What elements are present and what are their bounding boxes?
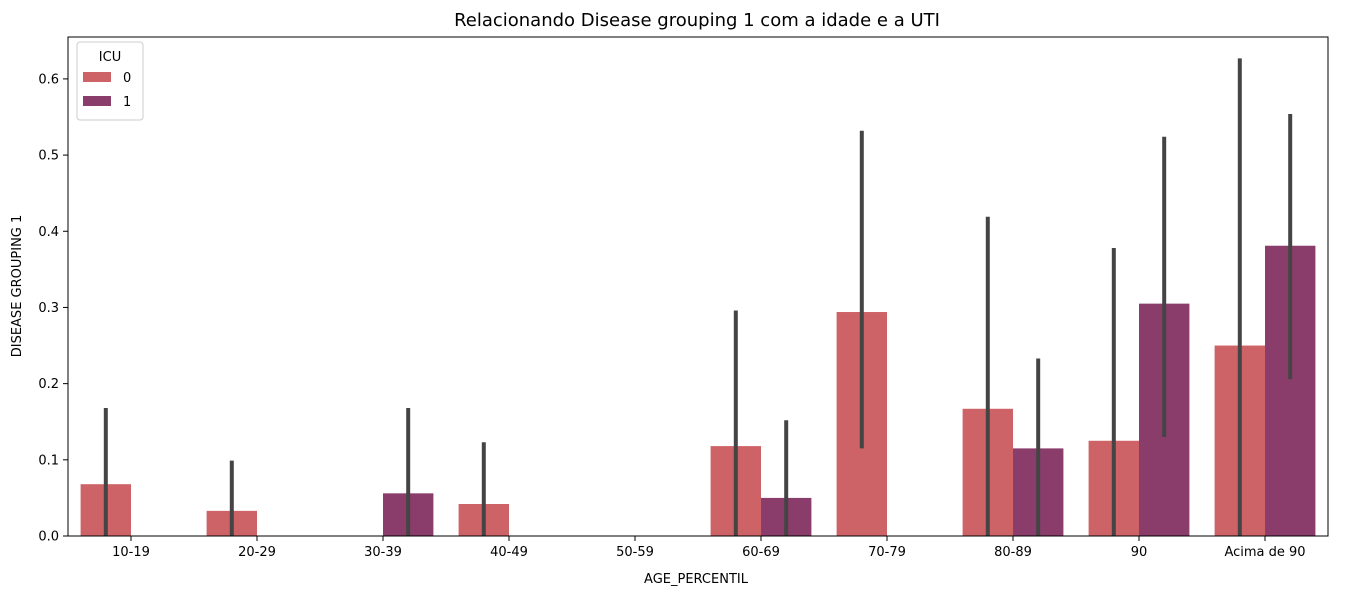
y-axis: 0.0 0.1 0.2 0.3 0.4 0.5 0.6 [38,72,68,545]
y-tick-label: 0.6 [38,72,59,87]
y-axis-label: DISEASE GROUPING 1 [10,215,25,358]
x-tick-label: 10-19 [112,545,150,560]
y-tick-label: 0.1 [38,453,59,468]
x-tick-label: Acima de 90 [1224,545,1305,560]
y-tick-label: 0.5 [38,149,59,164]
x-tick-label: 50-59 [616,545,654,560]
x-tick-label: 20-29 [238,545,276,560]
y-tick-label: 0.3 [38,301,59,316]
legend-swatch-1 [83,96,111,106]
plot-frame [67,36,1329,537]
x-tick-label: 90 [1131,545,1148,560]
x-tick-label: 30-39 [364,545,402,560]
x-tick-label: 70-79 [868,545,906,560]
x-tick-label: 40-49 [490,545,528,560]
x-axis: 10-19 20-29 30-39 40-49 50-59 60-69 70-79 80-89… [112,536,1306,560]
legend-label-1: 1 [123,95,131,110]
chart-title: Relacionando Disease grouping 1 com a id… [454,10,940,31]
y-tick-label: 0.0 [38,530,59,545]
y-tick-label: 0.4 [38,225,59,240]
legend-label-0: 0 [123,71,131,86]
plot-area [67,36,1329,537]
x-axis-label: AGE_PERCENTIL [644,572,749,587]
x-tick-label: 80-89 [994,545,1032,560]
legend-title: ICU [99,50,121,65]
x-tick-label: 60-69 [742,545,780,560]
legend-swatch-0 [83,72,111,82]
y-tick-label: 0.2 [38,377,59,392]
